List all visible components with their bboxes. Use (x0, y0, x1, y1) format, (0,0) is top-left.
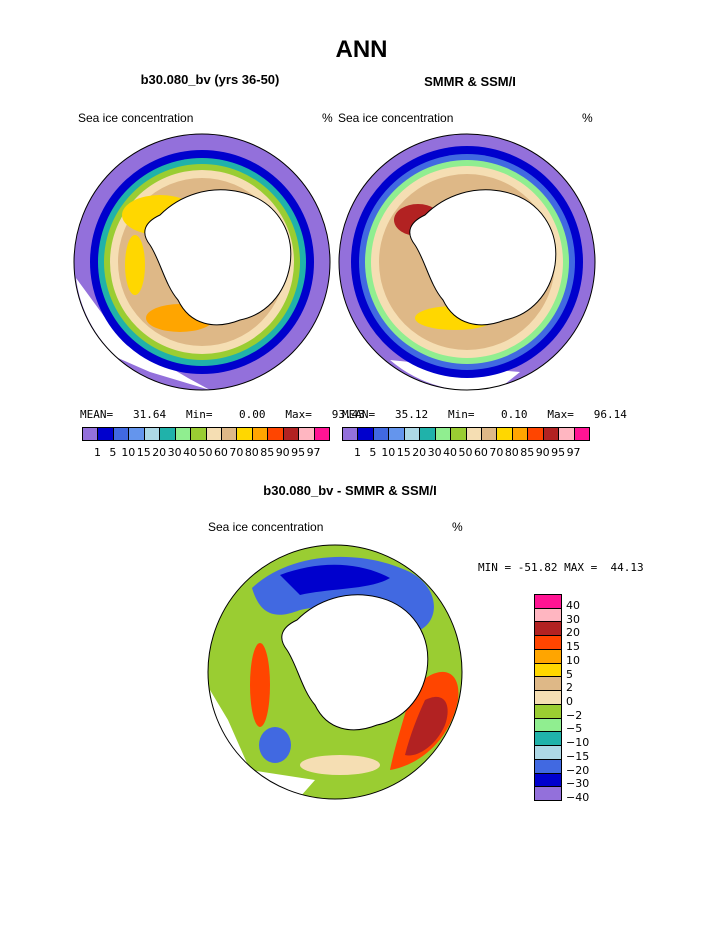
diff-panel-subtitle: b30.080_bv - SMMR & SSM/I (263, 483, 437, 498)
diff-colorbar-tick-label: 20 (566, 626, 580, 640)
diff-colorbar-swatch (534, 594, 562, 609)
diff-colorbar-swatch (534, 690, 562, 705)
page-title: ANN (335, 36, 388, 63)
right-colorbar-labels: 1 5 10 15 20 30 40 50 60 70 80 85 90 95 97 (342, 446, 589, 460)
diff-colorbar-swatch (534, 703, 562, 719)
diff-colorbar-tick-label: −30 (566, 777, 590, 791)
diff-colorbar-tick-label: −2 (566, 708, 583, 722)
diff-colorbar-tick-label: −20 (566, 763, 590, 777)
right-min-label: Min= (448, 408, 475, 421)
right-mean-label: MEAN= (342, 408, 376, 421)
left-panel-subtitle: b30.080_bv (yrs 36-50) (140, 72, 280, 87)
diff-panel-variable-label: Sea ice concentration (208, 520, 324, 534)
right-map-antarctica (409, 189, 557, 326)
left-mean-value: 31.64 (133, 408, 167, 421)
diff-colorbar-tick-label: 40 (566, 598, 580, 612)
right-colorbar-tick-label: 15 (396, 446, 411, 459)
right-colorbar-tick-label: 10 (381, 446, 396, 459)
right-colorbar-tick-label: 80 (504, 446, 519, 459)
right-panel-stats: MEAN= 35.12 Min= 0.10 Max= 96.14 (342, 408, 627, 421)
diff-colorbar-tick-label: 10 (566, 653, 580, 667)
diff-colorbar-swatch (534, 662, 562, 678)
diff-colorbar (534, 594, 562, 801)
right-panel-variable-label: Sea ice concentration (338, 111, 454, 125)
left-max-value: 93.43 (331, 408, 365, 421)
diff-colorbar-swatch (534, 607, 562, 623)
right-colorbar-tick-label: 5 (369, 446, 377, 459)
right-colorbar-tick-label: 85 (520, 446, 535, 459)
diff-colorbar-swatch (534, 676, 562, 692)
left-colorbar-tick-label: 40 (183, 446, 198, 459)
right-colorbar-tick-label: 20 (412, 446, 427, 459)
left-colorbar-tick-label: 1 (93, 446, 101, 459)
right-colorbar-tick-label: 40 (443, 446, 458, 459)
left-panel-variable-label: Sea ice concentration (78, 111, 194, 125)
diff-colorbar-swatch (534, 648, 562, 664)
right-colorbar-tick-label: 97 (566, 446, 581, 459)
left-colorbar-tick-label: 95 (291, 446, 306, 459)
left-colorbar-tick-label: 10 (121, 446, 136, 459)
left-colorbar-tick-label: 20 (152, 446, 167, 459)
left-min-value: 0.00 (239, 408, 266, 421)
diff-colorbar-swatch (534, 772, 562, 788)
left-colorbar-tick-label: 50 (198, 446, 213, 459)
left-colorbar-tick-label: 30 (167, 446, 182, 459)
left-colorbar-tick-label: 97 (306, 446, 321, 459)
right-colorbar-tick-label: 50 (458, 446, 473, 459)
left-colorbar-tick-label: 5 (109, 446, 117, 459)
left-colorbar-tick-label: 90 (275, 446, 290, 459)
left-panel-stats: MEAN= 31.64 Min= 0.00 Max= 93.43 (80, 408, 365, 421)
left-colorbar-swatch (313, 427, 330, 441)
right-panel-units-label: % (582, 111, 593, 125)
left-colorbar-labels: 1 5 10 15 20 30 40 50 60 70 80 85 90 95 97 (82, 446, 329, 460)
diff-colorbar-tick-label: −5 (566, 722, 583, 736)
diff-colorbar-swatch (534, 745, 562, 760)
diff-colorbar-labels: 40 30 20 15 10 5 2 0 −2 −5 −10 −15 −20 −30 −40 (566, 594, 606, 804)
diff-colorbar-tick-label: −40 (566, 791, 590, 805)
diff-colorbar-tick-label: 2 (566, 681, 573, 695)
left-panel-units-label: % (322, 111, 333, 125)
right-colorbar-tick-label: 60 (473, 446, 488, 459)
left-max-label: Max= (285, 408, 312, 421)
left-colorbar-tick-label: 85 (260, 446, 275, 459)
diff-minmax: MIN = -51.82 MAX = 44.13 (478, 561, 644, 574)
right-colorbar-tick-label: 95 (551, 446, 566, 459)
diff-colorbar-swatch (534, 717, 562, 733)
diff-colorbar-tick-label: −15 (566, 749, 590, 763)
left-mean-label: MEAN= (80, 408, 114, 421)
left-colorbar (82, 427, 330, 441)
diff-colorbar-tick-label: 5 (566, 667, 573, 681)
right-colorbar-tick-label: 1 (353, 446, 361, 459)
diff-colorbar-tick-label: −10 (566, 736, 590, 750)
right-max-value: 96.14 (593, 408, 627, 421)
diff-colorbar-tick-label: 0 (566, 695, 573, 708)
right-colorbar-tick-label: 90 (535, 446, 550, 459)
left-colorbar-tick-label: 70 (229, 446, 244, 459)
diff-colorbar-swatch (534, 731, 562, 747)
right-max-label: Max= (547, 408, 574, 421)
diff-colorbar-tick-label: 30 (566, 612, 580, 626)
left-colorbar-tick-label: 15 (136, 446, 151, 459)
right-colorbar-tick-label: 30 (427, 446, 442, 459)
right-colorbar-swatch (573, 427, 590, 441)
left-min-label: Min= (186, 408, 213, 421)
left-colorbar-tick-label: 60 (213, 446, 228, 459)
left-map-antarctica (144, 189, 292, 326)
right-colorbar (342, 427, 590, 441)
right-min-value: 0.10 (501, 408, 528, 421)
diff-colorbar-tick-label: 15 (566, 640, 580, 654)
diff-map-antarctica (281, 594, 429, 731)
right-mean-value: 35.12 (395, 408, 429, 421)
diff-colorbar-swatch (534, 786, 562, 801)
right-colorbar-tick-label: 70 (489, 446, 504, 459)
left-colorbar-tick-label: 80 (244, 446, 259, 459)
diff-colorbar-swatch (534, 621, 562, 637)
right-panel-subtitle: SMMR & SSM/I (424, 74, 516, 89)
diff-colorbar-swatch (534, 635, 562, 650)
diff-panel-units-label: % (452, 520, 463, 534)
diff-colorbar-swatch (534, 758, 562, 774)
